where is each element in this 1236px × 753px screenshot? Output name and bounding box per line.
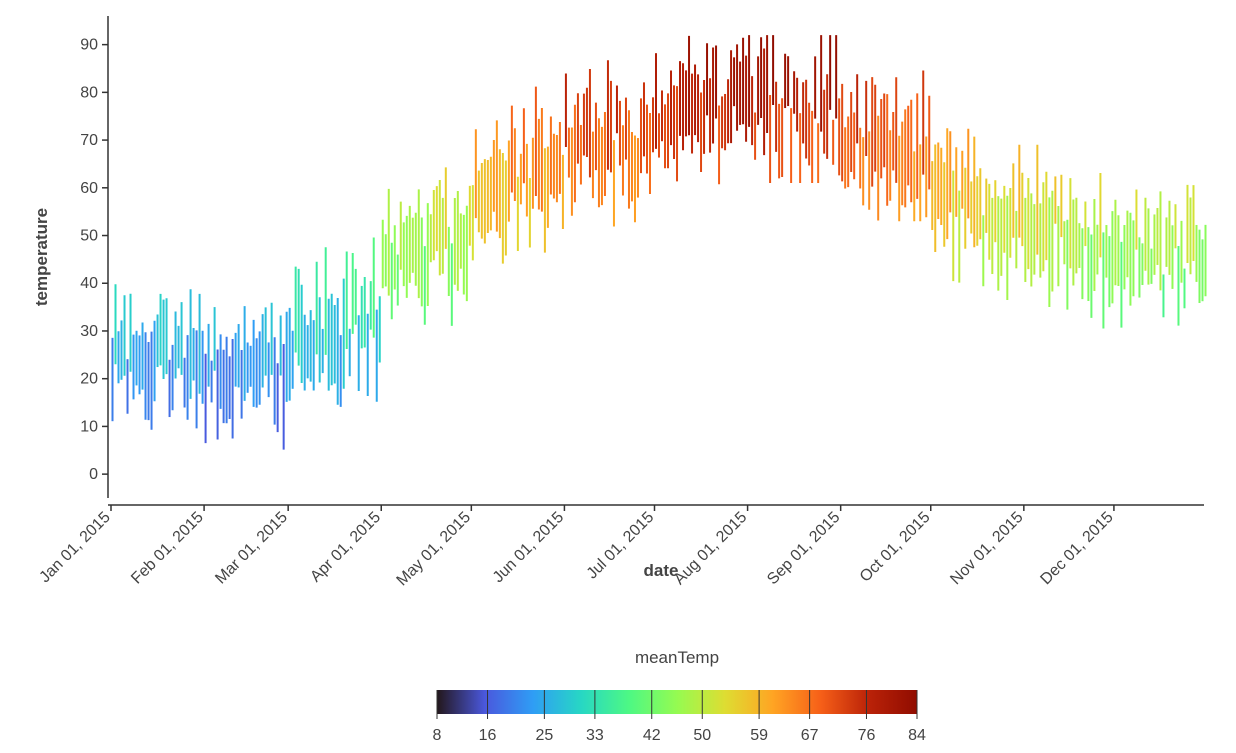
x-tick-label: Feb 01, 2015 <box>128 509 207 588</box>
legend-tick-label: 25 <box>535 727 553 744</box>
y-tick-label: 20 <box>80 371 98 388</box>
x-tick-label: Dec 01, 2015 <box>1037 509 1116 588</box>
x-tick-label: Oct 01, 2015 <box>857 509 934 586</box>
x-tick-label: Jan 01, 2015 <box>36 509 114 587</box>
legend-tick-label: 76 <box>858 727 876 744</box>
y-tick-label: 80 <box>80 84 98 101</box>
legend-title: meanTemp <box>635 648 719 667</box>
legend-tick-label: 50 <box>693 727 711 744</box>
legend-tick-label: 42 <box>643 727 661 744</box>
x-tick-label: Jun 01, 2015 <box>490 509 568 587</box>
x-tick-label: Mar 01, 2015 <box>212 509 291 588</box>
legend-tick-label: 8 <box>433 727 442 744</box>
y-tick-label: 60 <box>80 180 98 197</box>
x-tick-label: Apr 01, 2015 <box>307 509 384 586</box>
x-tick-label: May 01, 2015 <box>394 509 475 590</box>
x-tick-label: Nov 01, 2015 <box>947 509 1026 588</box>
x-axis-title: date <box>644 561 679 580</box>
legend-tick-label: 59 <box>750 727 768 744</box>
y-tick-label: 10 <box>80 418 98 435</box>
x-tick-label: Aug 01, 2015 <box>671 509 750 588</box>
y-axis-title: temperature <box>32 208 51 306</box>
bars-layer <box>111 35 1207 450</box>
y-tick-label: 70 <box>80 132 98 149</box>
legend-tick-label: 84 <box>908 727 926 744</box>
x-tick-label: Sep 01, 2015 <box>764 509 843 588</box>
y-tick-label: 0 <box>89 466 98 483</box>
legend-color-bar <box>437 690 917 714</box>
y-tick-label: 30 <box>80 323 98 340</box>
y-tick-label: 50 <box>80 228 98 245</box>
legend-tick-label: 67 <box>801 727 819 744</box>
legend-tick-label: 33 <box>586 727 604 744</box>
legend-tick-label: 16 <box>479 727 497 744</box>
y-tick-label: 90 <box>80 37 98 54</box>
y-tick-label: 40 <box>80 275 98 292</box>
